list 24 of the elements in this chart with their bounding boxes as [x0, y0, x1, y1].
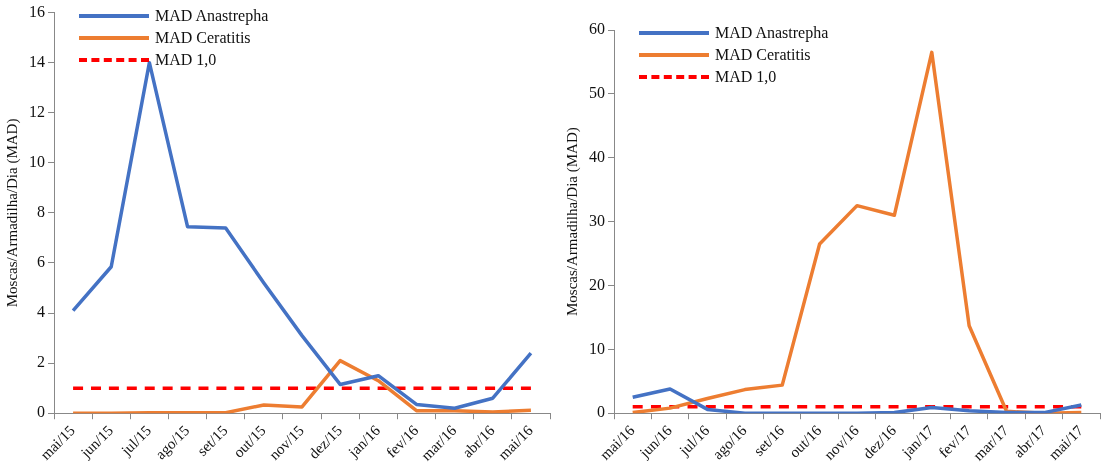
y-tick-label: 4 — [37, 303, 45, 321]
y-tick-label: 30 — [589, 211, 605, 229]
y-tick-label: 16 — [29, 2, 45, 20]
legend-label: MAD 1,0 — [715, 68, 777, 86]
y-axis-title: Moscas/Armadilha/Dia (MAD) — [563, 127, 581, 316]
legend-label: MAD Anastrepha — [155, 6, 269, 25]
legend-label: MAD Ceratitis — [715, 46, 811, 64]
legend-label: MAD Ceratitis — [155, 28, 251, 47]
y-tick-label: 14 — [29, 52, 45, 70]
y-tick-label: 50 — [589, 84, 605, 102]
y-tick-label: 60 — [589, 20, 605, 38]
y-axis-title: Moscas/Armadilha/Dia (MAD) — [3, 118, 21, 308]
y-tick-label: 10 — [29, 153, 45, 171]
y-tick-label: 20 — [589, 275, 605, 293]
legend-label: MAD Anastrepha — [715, 24, 829, 42]
y-tick-label: 0 — [37, 403, 45, 421]
y-tick-label: 40 — [589, 147, 605, 165]
y-tick-label: 12 — [29, 102, 45, 120]
y-tick-label: 8 — [37, 203, 45, 221]
y-tick-label: 2 — [37, 353, 45, 371]
y-tick-label: 10 — [589, 339, 605, 357]
y-tick-label: 6 — [37, 253, 45, 271]
legend-label: MAD 1,0 — [155, 50, 217, 69]
y-tick-label: 0 — [597, 403, 605, 421]
